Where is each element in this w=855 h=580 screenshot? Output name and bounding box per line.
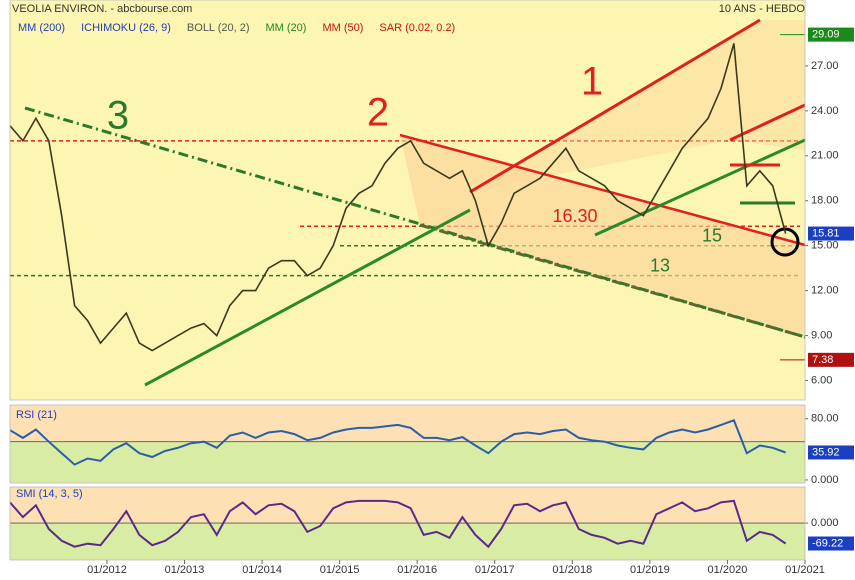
- trend-line: [399, 133, 806, 247]
- panel-frame: [9, 0, 806, 401]
- annotation: 3: [107, 94, 129, 138]
- chart-subtitle: 10 ANS - HEBDO: [719, 3, 806, 15]
- price-badge-label: 15.81: [812, 227, 840, 239]
- x-tick-label: 01/2014: [242, 564, 282, 576]
- price-badge: [808, 445, 854, 460]
- price-badge: [808, 226, 854, 241]
- y-tick-label: 9.00: [811, 329, 832, 341]
- price-badge: [808, 352, 854, 367]
- x-tick-label: 01/2019: [630, 564, 670, 576]
- panel-lower-zone: [10, 441, 805, 483]
- legend-entry: ICHIMOKU (26, 9): [81, 22, 171, 34]
- x-tick-label: 01/2021: [785, 564, 825, 576]
- level-label: 16.30: [552, 206, 597, 226]
- y-tick-label: 27.00: [811, 60, 839, 72]
- trend-line: [419, 223, 806, 339]
- annotation: 2: [367, 91, 389, 135]
- trend-line: [144, 208, 471, 387]
- price-badge-label: 35.92: [812, 446, 840, 458]
- y-tick-label: 80.00: [811, 413, 839, 425]
- legend-entry: SAR (0.02, 0.2): [379, 22, 455, 34]
- trend-line: [469, 18, 761, 194]
- chart-title: VEOLIA ENVIRON. - abcbourse.com: [12, 3, 192, 15]
- panel-frame: [9, 486, 806, 561]
- trend-line: [24, 106, 806, 339]
- x-tick-label: 01/2012: [87, 564, 127, 576]
- trend-line: [594, 138, 806, 237]
- channel-fill: [470, 20, 805, 192]
- x-tick-label: 01/2016: [397, 564, 437, 576]
- level-label: 13: [650, 255, 670, 275]
- x-tick-label: 01/2015: [320, 564, 360, 576]
- price-badge-label: 29.09: [812, 29, 840, 41]
- panel-lower-zone: [10, 523, 805, 560]
- y-tick-label: 12.00: [811, 285, 839, 297]
- plot-background: [10, 0, 805, 400]
- foreground: VEOLIA ENVIRON. - abcbourse.com 10 ANS -…: [9, 0, 854, 576]
- price-badge: [808, 27, 854, 42]
- drawings: 1 2 3: [24, 18, 806, 387]
- indicator-line: [9, 499, 787, 549]
- legend-entry: MM (200): [18, 22, 65, 34]
- annotation: 1: [581, 60, 603, 104]
- panel-title: RSI (21): [16, 409, 57, 421]
- y-tick-label: 15.00: [811, 240, 839, 252]
- legend-entry: BOLL (20, 2): [187, 22, 250, 34]
- y-tick-label: 6.00: [811, 374, 832, 386]
- level-label: 15: [702, 225, 722, 245]
- panel-upper-zone: [10, 487, 805, 524]
- y-tick-label: 18.00: [811, 195, 839, 207]
- legend-entry: MM (20): [266, 22, 307, 34]
- y-tick-label: 0.000: [811, 517, 839, 529]
- y-tick-label: 0.000: [811, 474, 839, 486]
- y-tick-label: 21.00: [811, 150, 839, 162]
- price-line: [9, 43, 787, 352]
- panel-upper-zone: [10, 405, 805, 442]
- channel-fill: [400, 135, 805, 337]
- panel-frame: [9, 404, 806, 484]
- x-tick-label: 01/2017: [475, 564, 515, 576]
- price-badge-label: 7.38: [812, 354, 833, 366]
- legend-entry: MM (50): [322, 22, 363, 34]
- panel-title: SMI (14, 3, 5): [16, 488, 83, 500]
- indicator-line: [9, 419, 786, 466]
- y-tick-label: 24.00: [811, 105, 839, 117]
- x-tick-label: 01/2020: [708, 564, 748, 576]
- price-badge-label: -69.22: [812, 537, 843, 549]
- x-tick-label: 01/2013: [165, 564, 205, 576]
- x-tick-label: 01/2018: [552, 564, 592, 576]
- price-badge: [808, 536, 854, 551]
